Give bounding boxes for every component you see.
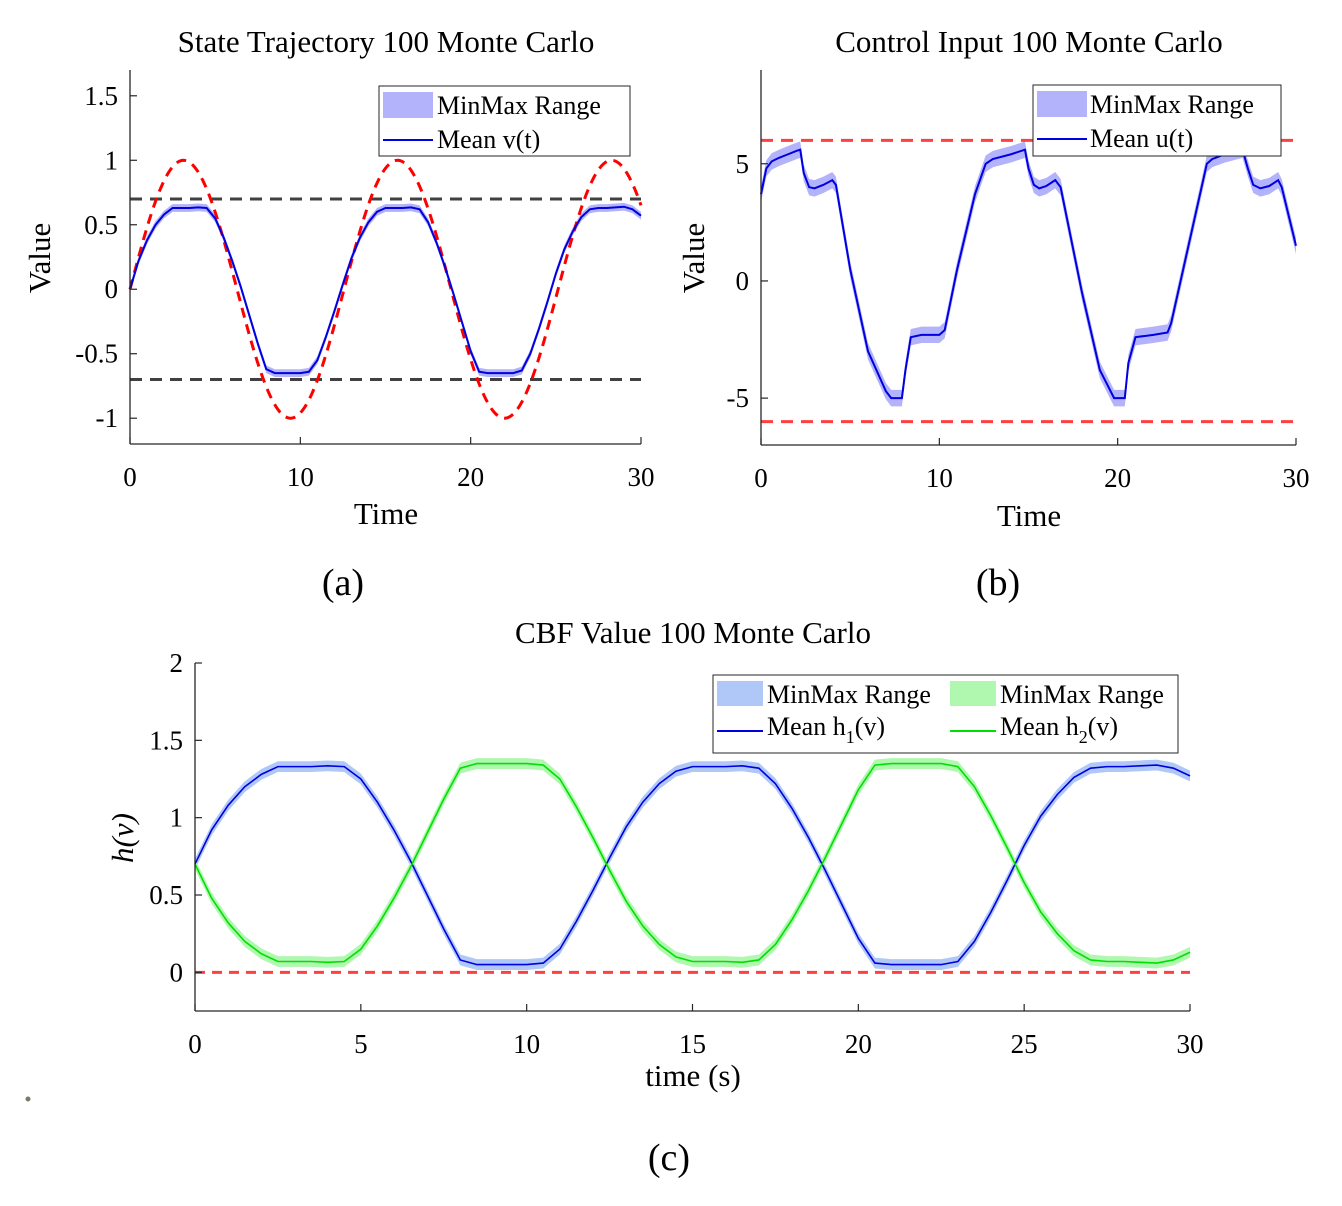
- chart-c-x-tick-label: 0: [188, 1029, 202, 1059]
- chart-c-ticks: 0 5 10 15 20 25 30 0 0.5 1 1.5 2: [149, 648, 1203, 1059]
- chart-c-x-tick-label: 10: [513, 1029, 540, 1059]
- chart-a-legend: MinMax Range Mean v(t): [378, 85, 631, 157]
- chart-c-x-label: time (s): [645, 1058, 741, 1093]
- chart-c-h2-mean-line: [194, 762, 1191, 964]
- chart-c-x-tick-label: 15: [679, 1029, 706, 1059]
- chart-c-legend-box: [712, 674, 1179, 754]
- chart-b-x-tick-label: 20: [1104, 463, 1131, 493]
- panel-label-a: (a): [322, 562, 364, 604]
- chart-a-title: State Trajectory 100 Monte Carlo: [178, 24, 595, 59]
- chart-a-x-tick-label: 10: [287, 462, 314, 492]
- chart-c-x-tick-label: 5: [354, 1029, 368, 1059]
- chart-a-y-tick-label: -0.5: [75, 339, 118, 369]
- chart-c-y-tick-label: 0: [170, 957, 184, 987]
- chart-b-y-label: Value: [676, 223, 711, 294]
- chart-a-x-tick-label: 0: [123, 462, 137, 492]
- chart-a-y-tick-label: 0: [105, 274, 119, 304]
- chart-c-y-tick-label: 2: [170, 648, 184, 678]
- chart-b-legend-mean-label: Mean u(t): [1090, 124, 1193, 153]
- chart-c-x-tick-label: 30: [1177, 1029, 1204, 1059]
- chart-b-ticks: 0 10 20 30 -5 0 5: [727, 149, 1310, 493]
- chart-b-legend: MinMax Range Mean u(t): [1032, 84, 1282, 157]
- chart-c-y-tick-label: 1: [170, 803, 184, 833]
- chart-c-legend-h2-label: Mean h2(v): [1000, 712, 1118, 747]
- chart-a-plot-area: [128, 158, 643, 420]
- chart-b-y-tick-label: -5: [727, 383, 750, 413]
- chart-b-minmax-band: [761, 141, 1296, 407]
- chart-a-y-tick-label: 0.5: [84, 210, 118, 240]
- chart-a-reference-line: [128, 158, 643, 420]
- chart-a-x-tick-label: 20: [457, 462, 484, 492]
- stray-dot: [25, 1096, 31, 1102]
- chart-a-mean-line: [129, 205, 642, 375]
- chart-a: State Trajectory 100 Monte Carlo 0 10 20 30…: [22, 24, 655, 604]
- chart-a-y-tick-label: -1: [96, 403, 119, 433]
- chart-a-y-label: Value: [22, 223, 57, 294]
- chart-c-y-label: h(v): [105, 813, 140, 863]
- chart-c-y-tick-label: 1.5: [149, 725, 183, 755]
- chart-c-legend: MinMax Range MinMax Range Mean h1(v) Mea…: [712, 674, 1179, 754]
- chart-b-legend-range-swatch: [1037, 91, 1087, 117]
- chart-c: CBF Value 100 Monte Carlo 0 5 10 15 20 25 3000…: [105, 615, 1204, 1179]
- chart-c-plot-area: [194, 758, 1191, 974]
- chart-b: Control Input 100 Monte Carlo 0 10 20 30-50…: [676, 24, 1310, 604]
- chart-c-legend-range1-swatch: [717, 681, 763, 706]
- chart-c-h1-band: [195, 759, 1190, 971]
- chart-a-y-tick-label: 1.5: [84, 81, 118, 111]
- chart-c-legend-range2-label: MinMax Range: [1000, 680, 1164, 709]
- chart-a-ticks: 0 10 20 30 -1 -0.5 0 0.5 1 1.5: [75, 81, 654, 492]
- chart-c-x-tick-label: 20: [845, 1029, 872, 1059]
- chart-b-mean-line: [760, 148, 1297, 400]
- chart-c-y-tick-label: 0.5: [149, 880, 183, 910]
- chart-b-plot-area: [760, 138, 1297, 424]
- chart-c-legend-h1-label: Mean h1(v): [767, 712, 885, 747]
- panel-label-b: (b): [976, 562, 1020, 604]
- chart-a-legend-mean-label: Mean v(t): [437, 125, 540, 154]
- chart-c-title: CBF Value 100 Monte Carlo: [515, 615, 871, 650]
- chart-b-y-tick-label: 5: [736, 149, 750, 179]
- chart-c-x-tick-label: 25: [1011, 1029, 1038, 1059]
- chart-b-title: Control Input 100 Monte Carlo: [835, 24, 1222, 59]
- chart-a-x-tick-label: 30: [628, 462, 655, 492]
- chart-a-legend-range-label: MinMax Range: [437, 91, 601, 120]
- chart-b-x-tick-label: 30: [1283, 463, 1310, 493]
- chart-b-x-label: Time: [997, 498, 1061, 533]
- chart-a-legend-range-swatch: [383, 92, 433, 118]
- chart-b-x-tick-label: 10: [926, 463, 953, 493]
- chart-c-h1-mean-line: [194, 764, 1191, 966]
- chart-c-h2-band: [195, 758, 1190, 969]
- chart-c-legend-range2-swatch: [950, 681, 996, 706]
- chart-a-minmax-band: [130, 202, 641, 377]
- chart-b-legend-range-label: MinMax Range: [1090, 90, 1254, 119]
- chart-c-legend-range1-label: MinMax Range: [767, 680, 931, 709]
- chart-a-x-label: Time: [354, 496, 418, 531]
- chart-a-y-tick-label: 1: [105, 145, 119, 175]
- chart-b-y-tick-label: 0: [736, 266, 750, 296]
- chart-b-x-tick-label: 0: [754, 463, 768, 493]
- panel-label-c: (c): [648, 1137, 690, 1179]
